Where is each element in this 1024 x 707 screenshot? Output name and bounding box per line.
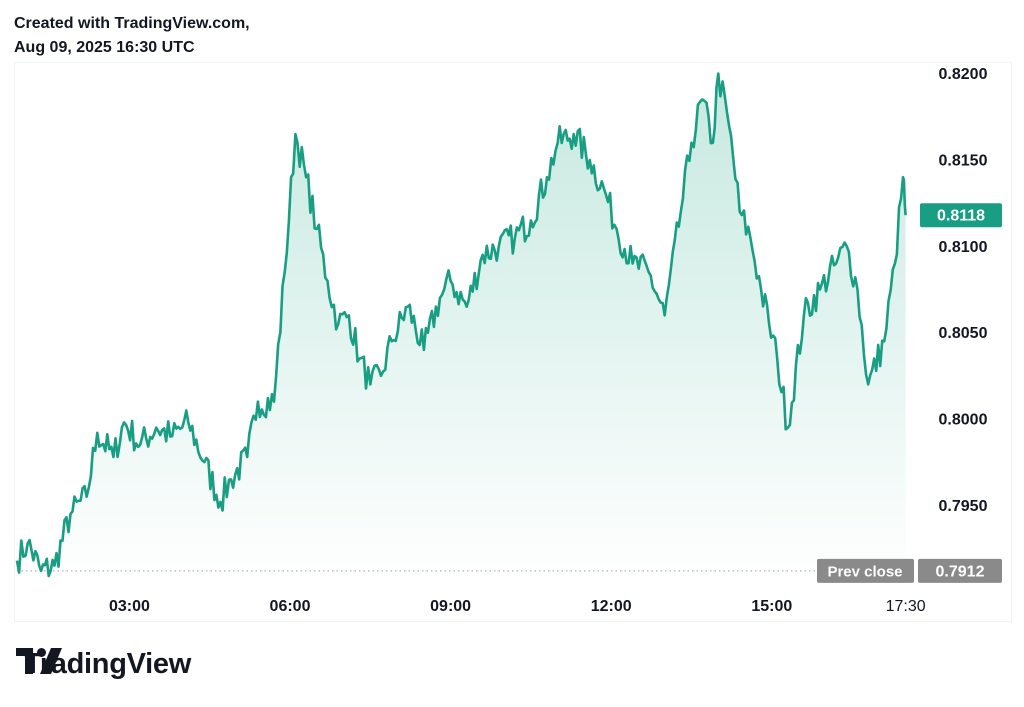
attribution-line: Created with TradingView.com,	[14, 15, 250, 32]
brand-logo: TradingView	[16, 648, 191, 681]
chart-panel[interactable]: 0.8200 0.8150 0.8100 0.8050 0.8000 0.7950 0.81…	[14, 62, 1012, 622]
prev-close-label: Prev close	[827, 563, 902, 580]
price-area-fill	[17, 73, 906, 583]
x-tick-label: 15:00	[751, 598, 792, 615]
y-tick-label: 0.8200	[939, 66, 988, 83]
x-tick-label: 03:00	[109, 598, 150, 615]
last-price-label: 0.8118	[937, 208, 985, 225]
y-tick-label: 0.8000	[939, 411, 988, 428]
x-tick-label: 17:30	[886, 598, 926, 615]
prev-close-value: 0.7912	[936, 563, 985, 580]
prev-close-badge	[817, 558, 914, 583]
y-tick-label: 0.8050	[939, 325, 988, 342]
x-tick-label: 06:00	[270, 598, 311, 615]
y-tick-label: 0.7950	[939, 498, 988, 515]
prev-close-value-badge	[918, 558, 1002, 583]
price-chart[interactable]: 0.8200 0.8150 0.8100 0.8050 0.8000 0.7950 0.81…	[15, 63, 1013, 623]
snapshot-timestamp: Aug 09, 2025 16:30 UTC	[14, 39, 195, 56]
y-tick-label: 0.8150	[939, 152, 988, 169]
x-tick-label: 09:00	[430, 598, 471, 615]
last-price-badge	[920, 203, 1002, 228]
y-tick-label: 0.8100	[939, 239, 988, 256]
x-tick-label: 12:00	[591, 598, 632, 615]
price-line[interactable]	[15, 72, 907, 578]
chart-attribution: Created with TradingView.com, Aug 09, 20…	[14, 12, 250, 60]
tradingview-logo-icon	[16, 648, 62, 674]
